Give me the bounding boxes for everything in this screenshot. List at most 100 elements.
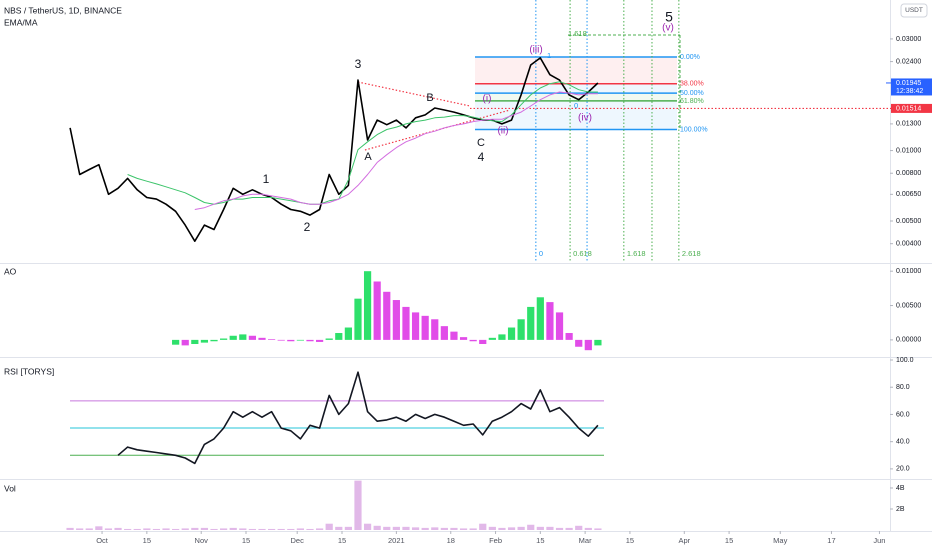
bar <box>536 526 544 530</box>
bar <box>162 528 170 530</box>
bar <box>527 524 535 530</box>
bar <box>488 337 496 340</box>
wave-label: 3 <box>355 57 362 71</box>
bar <box>124 528 132 530</box>
bar <box>296 339 304 341</box>
bar <box>191 527 199 530</box>
chart-title: NBS / TetherUS, 1D, BINANCE <box>4 5 122 15</box>
fib-zone <box>475 93 677 101</box>
wave-label: 5 <box>665 9 673 25</box>
bar <box>114 527 122 530</box>
fib-time-label: 2.618 <box>682 249 701 258</box>
bar <box>488 526 496 530</box>
pane-title: RSI [TORYS] <box>4 366 54 376</box>
wave-label: 2 <box>304 220 311 234</box>
wave-label: (i) <box>483 94 492 105</box>
bar <box>431 319 439 340</box>
fib-time-label: 0 <box>539 249 543 258</box>
bar <box>104 528 113 530</box>
x-tick-label: Oct <box>96 536 109 545</box>
bar <box>555 312 564 340</box>
y-tick-label: 4B <box>896 485 905 492</box>
y-tick-label: 60.0 <box>896 411 910 418</box>
bar <box>248 335 257 340</box>
bar <box>450 527 458 530</box>
bar <box>133 528 141 530</box>
bar <box>411 312 420 340</box>
bar <box>354 298 362 340</box>
trend-line <box>364 109 511 151</box>
y-tick-label: 0.01300 <box>896 121 921 128</box>
bar <box>172 339 180 345</box>
y-tick-label: 0.01000 <box>896 268 921 275</box>
bar <box>66 527 74 530</box>
bar <box>344 526 352 530</box>
bar <box>555 527 564 530</box>
bar <box>498 334 506 340</box>
series-line <box>117 371 599 465</box>
currency-badge[interactable] <box>900 3 928 18</box>
x-tick-label: 17 <box>827 536 835 545</box>
bar <box>440 326 448 340</box>
y-tick-label: 2B <box>896 506 905 513</box>
y-tick-label: 0.00800 <box>896 170 921 177</box>
bar <box>421 315 429 340</box>
price-label-box <box>891 103 932 113</box>
x-tick-label: 2021 <box>388 536 405 545</box>
bar <box>76 528 84 530</box>
bar <box>258 337 266 340</box>
wave-label: 1.618 <box>568 29 587 38</box>
bar <box>575 339 583 347</box>
bar <box>239 528 247 530</box>
bar <box>210 528 218 530</box>
bar <box>450 331 458 340</box>
bar <box>306 339 314 342</box>
wave-label: (ii) <box>497 126 508 137</box>
fib-zone <box>475 57 677 84</box>
trend-line <box>357 81 471 107</box>
series-line <box>194 91 598 210</box>
price-label-box <box>891 78 932 96</box>
currency-label: USDT <box>905 7 923 14</box>
pane-title: AO <box>4 266 17 276</box>
bar <box>181 339 189 346</box>
bar <box>344 327 352 340</box>
x-tick-label: May <box>773 536 787 545</box>
wave-label: A <box>364 151 372 163</box>
bar <box>517 319 525 340</box>
fib-label: 0.00% <box>680 54 700 61</box>
bar <box>287 528 295 530</box>
bar <box>268 528 276 530</box>
bar <box>402 526 410 530</box>
x-tick-label: Feb <box>489 536 502 545</box>
wave-label: (iv) <box>578 113 592 124</box>
fib-label: 50.00% <box>680 90 704 97</box>
bar <box>536 297 544 340</box>
bar <box>229 527 237 530</box>
bar <box>315 528 324 530</box>
y-tick-label: 0.00000 <box>896 337 921 344</box>
bar <box>268 339 276 340</box>
bar <box>546 302 554 340</box>
bar <box>411 527 420 530</box>
bar <box>373 281 381 340</box>
x-tick-label: Nov <box>195 536 209 545</box>
bar <box>220 528 228 530</box>
bar <box>325 523 333 530</box>
y-tick-label: 80.0 <box>896 384 910 391</box>
fib-time-label: 0.618 <box>573 249 592 258</box>
bar <box>565 527 573 530</box>
bar <box>575 525 583 530</box>
x-tick-label: Dec <box>291 536 305 545</box>
bar <box>479 339 487 345</box>
bar <box>258 528 266 530</box>
bar <box>421 527 429 530</box>
x-tick-label: 18 <box>447 536 455 545</box>
x-tick-label: 15 <box>626 536 634 545</box>
wave-label: B <box>426 92 433 104</box>
bar <box>402 306 410 340</box>
bar <box>459 337 468 340</box>
bar <box>220 338 228 340</box>
bar <box>306 528 314 530</box>
